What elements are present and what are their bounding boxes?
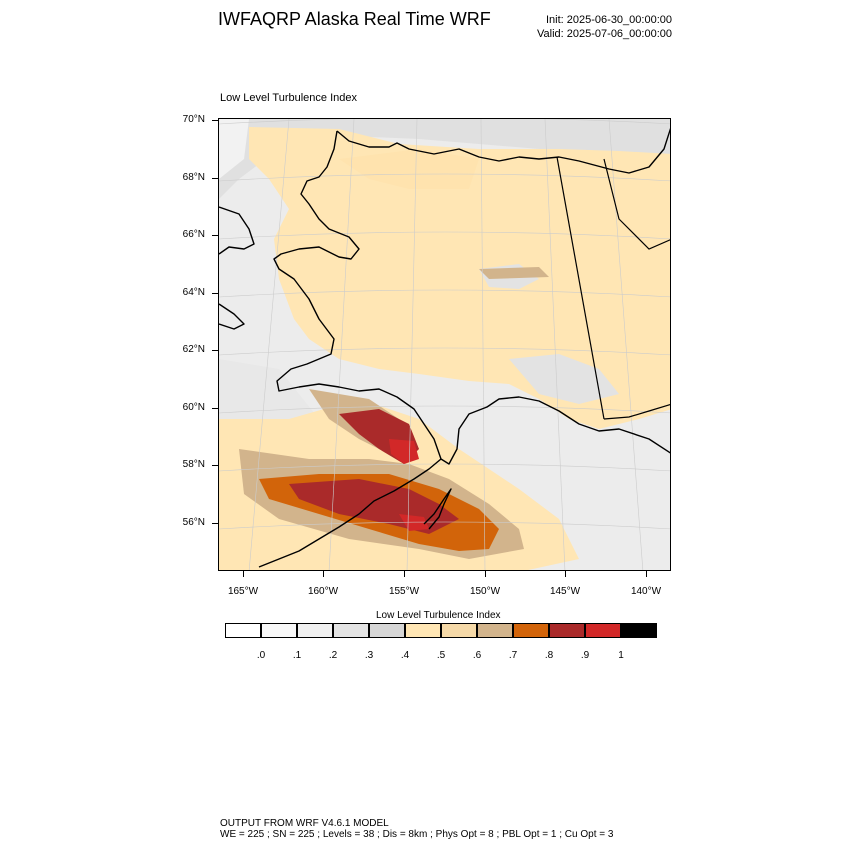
colorbar-label: .2 [328,650,338,661]
colorbar-swatch [584,623,621,638]
coastline-seward [219,206,255,255]
latitude-tick [212,350,218,351]
colorbar-swatch [440,623,477,638]
field-tan-streak [479,267,549,279]
latitude-tick [212,407,218,409]
graticule-62n [219,347,670,356]
graticule-64n [219,289,670,298]
colorbar [224,623,657,638]
graticule-68n [219,173,670,182]
valid-time: Valid: 2025-07-06_00:00:00 [537,28,672,40]
border-yukon [603,158,670,250]
latitude-tick [212,120,218,121]
colorbar-label: .8 [544,650,554,661]
colorbar-label: .1 [292,650,302,661]
field-interior-patch [339,149,479,189]
colorbar-swatch [512,623,549,638]
colorbar-swatch [476,623,513,638]
field-grey-patch-2 [509,354,619,404]
graticule-140w [608,119,644,570]
plot-title: Low Level Turbulence Index [220,92,357,104]
longitude-tick [323,571,324,577]
longitude-label: 145°W [549,586,581,597]
longitude-label: 165°W [227,586,259,597]
colorbar-swatch [260,623,297,638]
border-panhandle [603,403,670,420]
longitude-tick [646,571,647,577]
longitude-label: 150°W [469,586,501,597]
colorbar-label: .4 [400,650,410,661]
field-northwest-light [219,119,249,179]
graticule-165w [248,119,290,570]
graticule-150w [480,119,486,570]
borders [556,156,670,420]
coastline-island [219,303,245,330]
latitude-label: 60°N [182,401,205,413]
latitude-tick [212,522,218,524]
colorbar-swatch [620,623,657,638]
colorbar-label: .3 [364,650,374,661]
graticule [219,119,670,570]
colorbar-label: .5 [436,650,446,661]
colorbar-swatch [224,623,261,638]
latitude-label: 64°N [182,286,205,298]
time-info: Init: 2025-06-30_00:00:00 Valid: 2025-07… [537,13,672,41]
longitude-tick [404,571,405,577]
longitude-label: 155°W [388,586,420,597]
colorbar-label: .0 [256,650,266,661]
colorbar-swatch [548,623,585,638]
graticule-60n [219,405,670,414]
graticule-66n [219,231,670,240]
colorbar-label: .7 [508,650,518,661]
colorbar-label: .9 [580,650,590,661]
graticule-56n [219,521,670,530]
longitude-tick [485,571,486,577]
footer-params-line: WE = 225 ; SN = 225 ; Levels = 38 ; Dis … [220,829,614,840]
graticule-70n [219,119,670,125]
footer-model-line: OUTPUT FROM WRF V4.6.1 MODEL [220,818,389,829]
graticule-160w [328,119,355,570]
colorbar-swatch [332,623,369,638]
latitude-tick [212,465,218,466]
latitude-tick [212,235,218,236]
colorbar-swatch [404,623,441,638]
longitude-tick [243,571,244,577]
latitude-label: 66°N [182,229,205,240]
colorbar-label: 1 [618,650,624,661]
map-panel [218,118,671,571]
latitude-label: 62°N [182,344,205,355]
coastline-north [336,127,670,174]
latitude-tick [212,177,218,179]
coastline-kodiak [423,488,452,530]
field-red-peak [389,439,419,464]
graticule-155w [406,119,418,570]
colorbar-title: Low Level Turbulence Index [376,610,501,621]
model-footer: OUTPUT FROM WRF V4.6.1 MODEL WE = 225 ; … [220,818,613,840]
latitude-label: 56°N [182,516,205,528]
graticule-58n [219,463,670,472]
coastline-peninsula [258,458,442,568]
longitude-label: 160°W [307,586,339,597]
graticule-145w [544,119,566,570]
latitude-label: 58°N [182,459,205,470]
field-red-peak-2 [399,514,429,531]
field-north-grey [219,119,670,199]
latitude-label: 68°N [182,171,205,183]
colorbar-swatch [296,623,333,638]
colorbar-label: .6 [472,650,482,661]
latitude-label: 70°N [182,114,205,125]
colorbar-swatch [368,623,405,638]
turbulence-map [219,119,670,570]
border-alaska-canada [556,156,605,420]
longitude-tick [565,571,566,577]
longitude-label: 140°W [630,586,662,597]
coastline-west-south [273,130,670,465]
main-title: IWFAQRP Alaska Real Time WRF [218,9,491,29]
coastlines [219,127,670,568]
init-time: Init: 2025-06-30_00:00:00 [546,14,672,26]
latitude-tick [212,292,218,294]
